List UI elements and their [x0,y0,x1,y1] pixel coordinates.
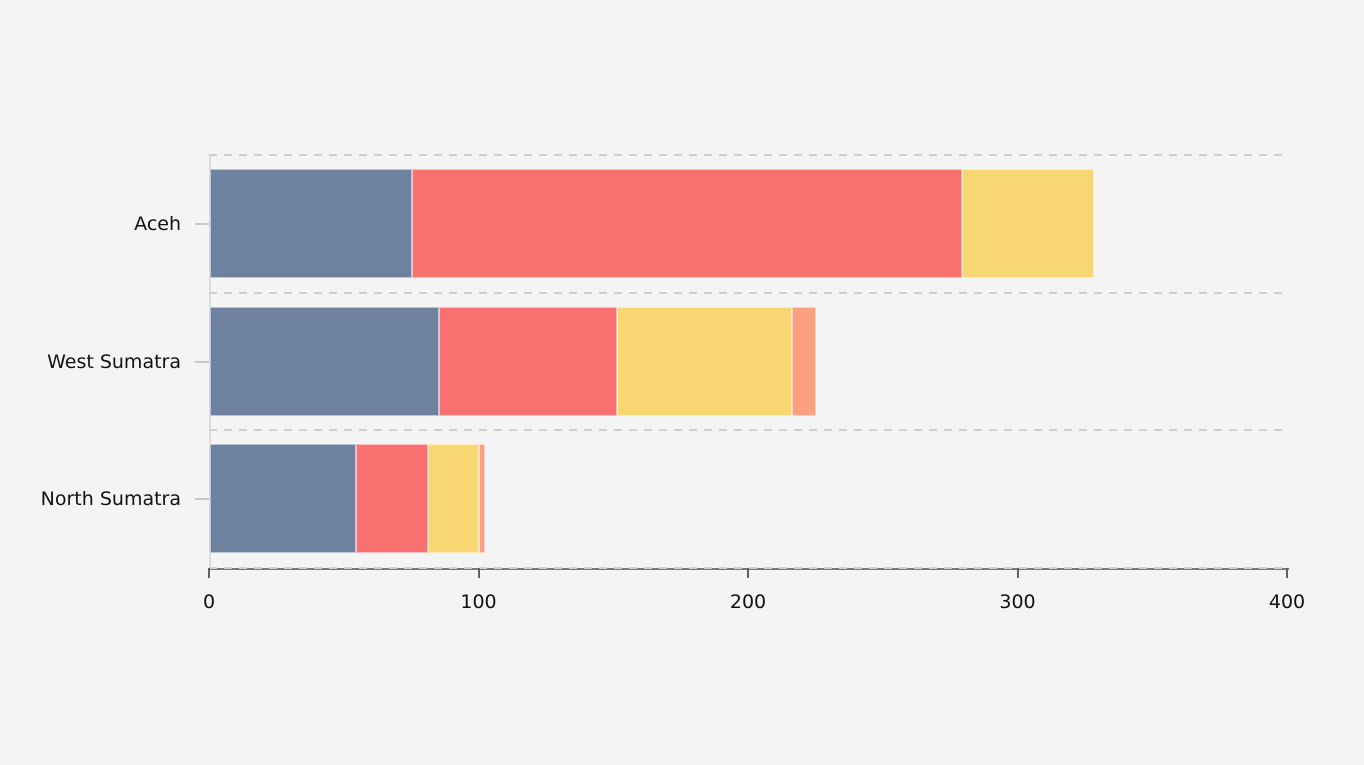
category-label: Aceh [134,212,181,235]
category-label: West Sumatra [47,350,181,373]
category-tick [195,222,209,225]
bar-segment-segment-red [412,169,962,278]
x-axis-tick-label: 400 [1268,591,1306,613]
category-tick [195,498,209,501]
x-axis-tick [747,568,749,578]
bar-segment-segment-blue [210,169,413,278]
bar-segment-segment-yellow [616,306,793,416]
bar-segment-segment-salmon [792,306,817,416]
bar-segment-segment-red [439,306,617,416]
x-axis-tick [477,568,480,578]
bar-row [210,169,1094,278]
grid-line [209,567,1289,569]
bar-segment-segment-yellow [961,169,1094,278]
x-axis-tick-label: 300 [999,591,1036,613]
x-axis-tick [208,568,210,578]
bar-segment-segment-blue [210,306,440,416]
x-axis-tick-label: 200 [729,591,767,613]
x-axis-tick-label: 0 [202,591,216,613]
bar-row [210,444,485,554]
bar-segment-segment-blue [210,444,356,554]
category-label: North Sumatra [40,488,181,511]
grid-line [209,429,1289,432]
x-axis-tick [1286,568,1288,578]
grid-line [209,154,1289,156]
category-tick [195,360,209,363]
grid-line [209,291,1289,294]
bar-segment-segment-yellow [428,444,480,554]
x-axis-line [209,568,1289,570]
x-axis-tick [1016,568,1019,578]
bar-segment-segment-red [355,444,429,554]
bar-row [210,306,817,416]
x-axis-tick-label: 100 [460,591,497,613]
bar-segment-segment-salmon [479,444,485,554]
